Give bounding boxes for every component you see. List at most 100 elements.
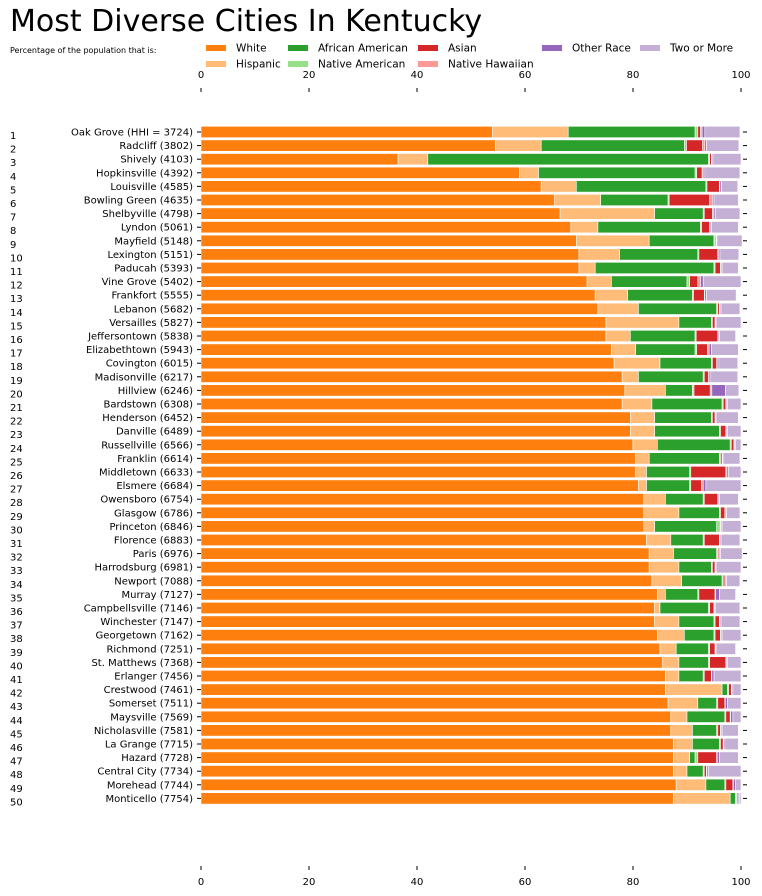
bar-segment xyxy=(678,506,720,519)
bar-segment xyxy=(656,438,731,451)
bar-segment xyxy=(715,588,720,601)
bar-segment xyxy=(683,629,715,642)
bar-segment xyxy=(701,221,710,234)
row-rank: 39 xyxy=(10,648,23,659)
bar-segment xyxy=(715,207,741,220)
bar-segment xyxy=(656,629,685,642)
bar-segment xyxy=(693,384,711,397)
bar-segment xyxy=(702,139,706,152)
bar-segment xyxy=(725,710,731,723)
row-rank: 15 xyxy=(10,321,23,332)
bar-segment xyxy=(702,275,742,288)
bar-segment xyxy=(690,465,727,478)
legend: White African American Asian Other Race Two … xyxy=(206,43,733,71)
bar-segment xyxy=(200,642,661,655)
bar-segment xyxy=(200,126,493,139)
legend-label: Hispanic xyxy=(236,59,281,71)
bar-segment xyxy=(703,207,713,220)
bar-segment xyxy=(200,656,664,669)
bar-segment xyxy=(721,724,739,737)
bar-segment xyxy=(692,737,720,750)
bar-segment xyxy=(720,506,726,519)
bar-segment xyxy=(719,751,739,764)
row-label: Lebanon (5682) xyxy=(114,304,193,315)
row-rank: 18 xyxy=(10,362,23,373)
bar-segment xyxy=(694,751,699,764)
legend-label: White xyxy=(236,43,267,55)
bar-segment xyxy=(200,139,496,152)
bar-segment xyxy=(200,588,658,601)
row-label: Jeffersontown (5838) xyxy=(87,332,193,343)
row-label: Somerset (7511) xyxy=(109,699,193,710)
row-rank: 31 xyxy=(10,539,23,550)
bar-segment xyxy=(696,343,708,356)
bar-segment xyxy=(727,397,742,410)
bar-segment xyxy=(621,397,653,410)
bar-segment xyxy=(725,697,728,710)
bar-segment xyxy=(709,642,716,655)
bar-segment xyxy=(200,765,674,778)
bar-segment xyxy=(200,561,650,574)
bar-segment xyxy=(711,384,726,397)
legend-label: Other Race xyxy=(572,43,631,55)
row-rank: 37 xyxy=(10,621,23,632)
bar-segment xyxy=(703,669,712,682)
bar-segment xyxy=(710,221,739,234)
bar-segment xyxy=(723,452,741,465)
x-tick-label: 20 xyxy=(303,877,316,888)
legend-swatch xyxy=(418,45,438,51)
bar-segment xyxy=(519,166,539,179)
row-label: Lexington (5151) xyxy=(107,250,193,261)
bar-segment xyxy=(717,234,743,247)
bar-segment xyxy=(721,629,742,642)
bar-segment xyxy=(643,520,655,533)
bar-segment xyxy=(700,275,704,288)
row-rank: 14 xyxy=(10,308,23,319)
row-rank: 9 xyxy=(10,240,16,251)
bars xyxy=(200,126,743,805)
row-label: Danville (6489) xyxy=(116,427,193,438)
bar-segment xyxy=(686,139,703,152)
bar-segment xyxy=(200,601,655,614)
row-rank: 19 xyxy=(10,376,23,387)
bar-segment xyxy=(200,207,561,220)
bar-segment xyxy=(686,710,726,723)
row-rank: 38 xyxy=(10,634,23,645)
row-rank: 13 xyxy=(10,294,23,305)
row-rank: 45 xyxy=(10,729,23,740)
bar-segment xyxy=(720,302,741,315)
bar-segment xyxy=(629,411,655,424)
row-rank: 36 xyxy=(10,607,23,618)
bar-segment xyxy=(200,411,631,424)
bar-segment xyxy=(605,316,680,329)
bar-segment xyxy=(619,248,699,261)
bar-segment xyxy=(711,669,715,682)
legend-swatch xyxy=(542,45,562,51)
bar-segment xyxy=(710,343,739,356)
bar-segment xyxy=(724,737,739,750)
row-label: Vine Grove (5402) xyxy=(102,277,193,288)
row-label: La Grange (7715) xyxy=(105,740,193,751)
row-label: Campbellsville (7146) xyxy=(84,604,193,615)
bar-segment xyxy=(732,710,742,723)
row-label: Franklin (6614) xyxy=(117,454,193,465)
bar-segment xyxy=(611,275,688,288)
row-label: Erlanger (7456) xyxy=(114,672,193,683)
row-rank: 2 xyxy=(10,145,16,156)
bar-segment xyxy=(721,683,728,696)
row-rank: 50 xyxy=(10,797,23,808)
row-rank: 6 xyxy=(10,199,16,210)
bar-segment xyxy=(200,683,666,696)
bar-segment xyxy=(200,329,607,342)
bar-segment xyxy=(200,194,556,207)
bar-segment xyxy=(200,479,639,492)
bar-segment xyxy=(673,547,718,560)
bar-segment xyxy=(727,697,742,710)
bar-segment xyxy=(629,425,655,438)
bar-segment xyxy=(712,411,716,424)
row-labels: 1 Oak Grove (HHI = 3724) 2 Radcliff (3802) 3… xyxy=(10,128,747,808)
bar-segment xyxy=(714,615,720,628)
bar-segment xyxy=(200,547,650,560)
bar-segment xyxy=(200,710,672,723)
bar-segment xyxy=(665,669,680,682)
